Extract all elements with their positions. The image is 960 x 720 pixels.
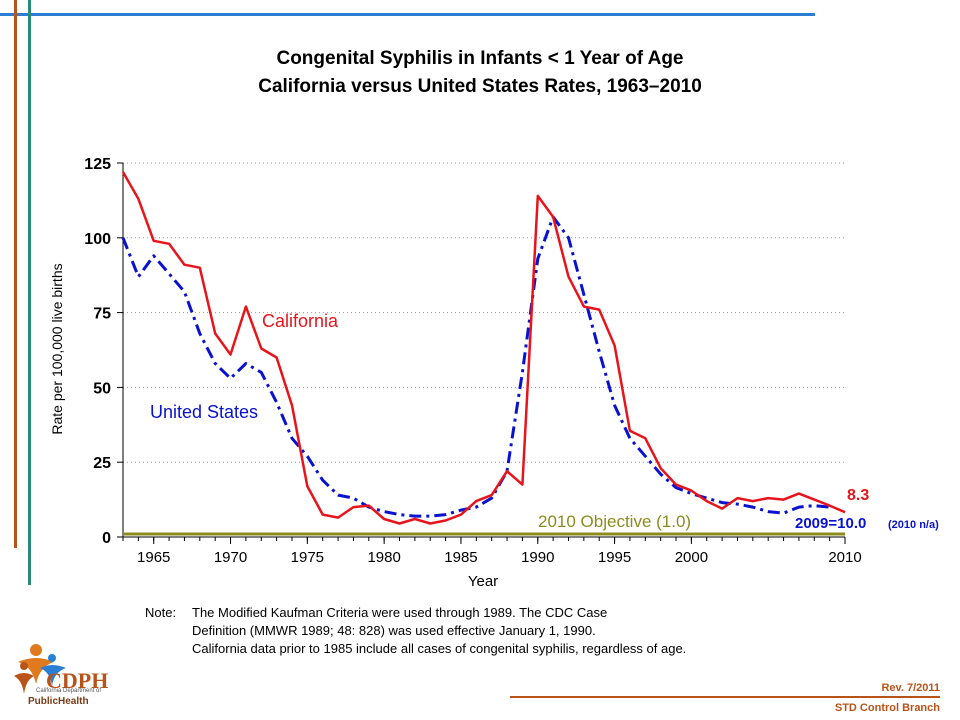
y-tick-label: 100	[84, 231, 111, 248]
left-brown-rule	[14, 0, 17, 548]
note-line-3: California data prior to 1985 include al…	[192, 641, 687, 656]
us-2010-note-label: (2010 n/a)	[888, 519, 939, 531]
note-label: Note:	[145, 605, 177, 620]
x-tick-label: 1985	[444, 549, 477, 566]
us-label: United States	[150, 402, 258, 422]
note-line-2: Definition (MMWR 1989; 48: 828) was used…	[192, 623, 596, 638]
us-2009-value-label: 2009=10.0	[795, 515, 866, 532]
branch-name: STD Control Branch	[834, 702, 940, 714]
logo-subtitle: California Department of	[36, 688, 102, 694]
top-blue-rule	[0, 13, 815, 16]
logo-name: CDPH	[46, 668, 108, 693]
x-tick-label: 1970	[214, 549, 247, 566]
x-tick-label: 2000	[675, 549, 708, 566]
x-tick-label: 2010	[828, 549, 861, 566]
california-label: California	[262, 311, 339, 331]
chart-title-line2: California versus United States Rates, 1…	[258, 76, 702, 97]
left-teal-rule	[28, 0, 31, 585]
ca-2010-value-label: 8.3	[847, 487, 869, 504]
y-axis-label: Rate per 100,000 live births	[49, 263, 65, 434]
x-tick-label: 1995	[598, 549, 631, 566]
x-tick-label: 1990	[521, 549, 554, 566]
chart-title-line1: Congenital Syphilis in Infants < 1 Year …	[276, 48, 684, 69]
objective-label: 2010 Objective (1.0)	[538, 512, 691, 531]
note-line-1: The Modified Kaufman Criteria were used …	[192, 605, 608, 620]
y-tick-label: 125	[84, 156, 111, 173]
x-tick-label: 1980	[367, 549, 400, 566]
revision-date: Rev. 7/2011	[881, 682, 940, 694]
y-tick-label: 0	[102, 530, 111, 547]
x-axis-label: Year	[468, 573, 498, 590]
y-tick-label: 25	[93, 455, 111, 472]
logo-org: PublicHealth	[28, 696, 89, 707]
bottom-brown-rule	[510, 696, 940, 698]
x-tick-label: 1975	[291, 549, 324, 566]
y-tick-label: 75	[93, 306, 111, 323]
series-line-california	[121, 171, 846, 525]
x-tick-label: 1965	[137, 549, 170, 566]
y-tick-label: 50	[93, 380, 111, 397]
series-line-united-states	[121, 215, 830, 518]
cdph-logo-icon: CDPH	[14, 644, 108, 694]
chart: 0 25 50 75 100 125 1965 1970 1975 1980 1985 1990 199…	[49, 156, 939, 590]
